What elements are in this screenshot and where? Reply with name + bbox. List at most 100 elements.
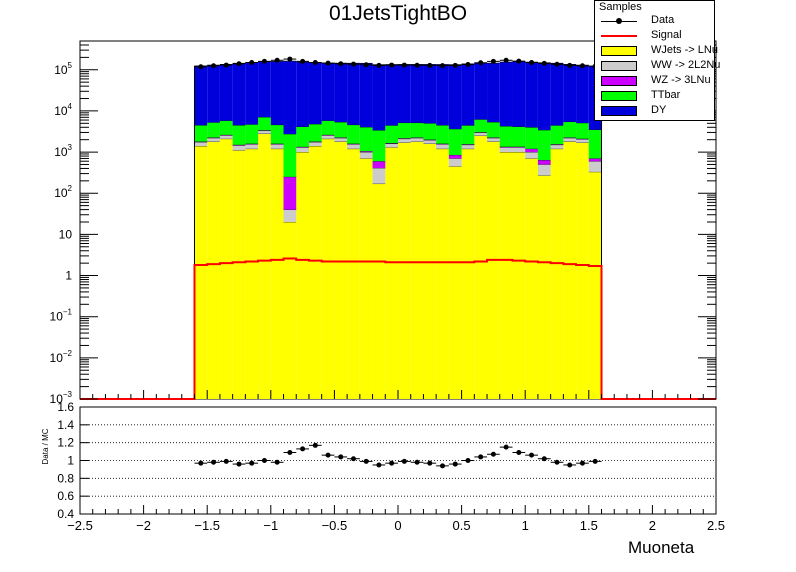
data-point-16 bbox=[401, 62, 407, 68]
bar-ww-2l2nu-9 bbox=[308, 142, 322, 147]
bar-wjets-lnu-8 bbox=[296, 152, 309, 399]
bar-dy-6 bbox=[270, 61, 284, 125]
data-point-4 bbox=[249, 60, 255, 66]
data-point-14 bbox=[376, 62, 382, 68]
x-tick-label-3: −1 bbox=[263, 518, 278, 533]
data-point-8 bbox=[300, 58, 306, 64]
bar-ttbar-11 bbox=[334, 122, 348, 138]
bar-ttbar-21 bbox=[461, 125, 475, 145]
bar-ww-2l2nu-26 bbox=[525, 152, 538, 159]
ratio-point-25 bbox=[516, 449, 522, 455]
x-tick-label-6: 0.5 bbox=[453, 518, 471, 533]
legend-label: TTbar bbox=[651, 89, 681, 101]
data-point-1 bbox=[211, 63, 217, 69]
bar-wjets-lnu-23 bbox=[487, 141, 500, 399]
ratio-y-label: Data / MC bbox=[41, 428, 50, 464]
ratio-point-0 bbox=[198, 460, 204, 466]
bar-wjets-lnu-31 bbox=[588, 171, 602, 399]
legend-entry-wz-3lnu: WZ -> 3LNu bbox=[597, 74, 714, 88]
legend-swatch bbox=[601, 91, 637, 101]
bar-ww-2l2nu-18 bbox=[423, 140, 437, 144]
x-axis-title: Muoneta bbox=[628, 538, 695, 557]
bar-ttbar-25 bbox=[512, 126, 526, 147]
bar-dy-20 bbox=[448, 64, 462, 129]
legend-swatch bbox=[601, 35, 637, 37]
bar-wjets-lnu-30 bbox=[576, 142, 589, 399]
ratio-point-5 bbox=[261, 458, 267, 463]
bar-ww-2l2nu-24 bbox=[499, 147, 513, 153]
bar-ww-2l2nu-27 bbox=[537, 164, 551, 176]
data-point-24 bbox=[503, 57, 509, 63]
data-point-11 bbox=[338, 61, 344, 67]
bar-dy-22 bbox=[474, 62, 488, 120]
bar-dy-2 bbox=[219, 64, 233, 121]
bar-ttbar-18 bbox=[423, 123, 437, 140]
bar-ww-2l2nu-12 bbox=[347, 144, 360, 149]
bar-dy-21 bbox=[461, 63, 475, 126]
bar-dy-10 bbox=[321, 63, 335, 121]
data-point-23 bbox=[490, 58, 496, 64]
bar-ww-2l2nu-6 bbox=[270, 144, 284, 149]
bar-dy-18 bbox=[423, 64, 437, 124]
y-tick-label-7: 10−2 bbox=[50, 349, 73, 365]
bar-ttbar-12 bbox=[347, 124, 360, 144]
bar-dy-9 bbox=[308, 62, 322, 125]
bar-wz-3lnu-3 bbox=[232, 144, 246, 146]
bar-wz-3lnu-7 bbox=[283, 176, 297, 210]
legend-label: WZ -> 3LNu bbox=[651, 74, 711, 86]
bar-ww-2l2nu-3 bbox=[232, 145, 246, 151]
data-point-30 bbox=[579, 63, 585, 69]
ratio-point-2 bbox=[223, 458, 229, 464]
bar-ww-2l2nu-13 bbox=[359, 152, 373, 159]
bar-wjets-lnu-10 bbox=[321, 138, 335, 399]
data-point-20 bbox=[452, 62, 458, 68]
bar-ww-2l2nu-21 bbox=[461, 144, 475, 149]
ratio-tick-label-1: 0.6 bbox=[57, 489, 74, 503]
bar-wjets-lnu-17 bbox=[410, 141, 424, 399]
bar-dy-23 bbox=[487, 63, 500, 123]
bar-ttbar-27 bbox=[537, 129, 551, 161]
bar-ttbar-29 bbox=[563, 121, 577, 138]
bar-dy-27 bbox=[537, 62, 551, 130]
data-point-5 bbox=[261, 58, 267, 64]
bar-ttbar-23 bbox=[487, 122, 500, 138]
bar-wjets-lnu-24 bbox=[499, 152, 513, 399]
legend-swatch bbox=[601, 61, 637, 71]
ratio-point-9 bbox=[312, 442, 318, 448]
bar-ttbar-4 bbox=[245, 124, 259, 144]
bar-wjets-lnu-15 bbox=[385, 147, 398, 399]
ratio-point-7 bbox=[287, 449, 293, 455]
bar-ww-2l2nu-5 bbox=[258, 130, 271, 134]
bar-ttbar-1 bbox=[207, 122, 220, 138]
data-point-25 bbox=[516, 58, 522, 64]
ratio-point-30 bbox=[579, 460, 585, 466]
bar-wjets-lnu-6 bbox=[270, 148, 284, 399]
ratio-point-29 bbox=[567, 462, 573, 468]
ratio-tick-label-5: 1.4 bbox=[57, 418, 74, 432]
legend-swatch bbox=[601, 46, 637, 56]
bar-wjets-lnu-26 bbox=[525, 158, 538, 399]
bar-dy-8 bbox=[296, 62, 309, 127]
legend-label: WJets -> LNu bbox=[651, 44, 718, 56]
y-tick-label-3: 102 bbox=[54, 184, 72, 200]
data-point-3 bbox=[236, 61, 242, 67]
bar-wz-3lnu-14 bbox=[372, 161, 386, 169]
ratio-point-26 bbox=[529, 452, 535, 458]
bar-dy-26 bbox=[525, 62, 538, 128]
ratio-tick-label-3: 1 bbox=[67, 454, 74, 468]
bar-dy-17 bbox=[410, 64, 424, 123]
bar-ttbar-6 bbox=[270, 124, 284, 144]
ratio-point-23 bbox=[490, 451, 496, 457]
ratio-point-22 bbox=[478, 454, 484, 460]
signal-line bbox=[80, 257, 716, 400]
ratio-point-13 bbox=[363, 458, 369, 464]
bar-ww-2l2nu-0 bbox=[194, 142, 208, 147]
ratio-point-28 bbox=[554, 459, 560, 465]
data-point-19 bbox=[440, 63, 446, 69]
data-point-27 bbox=[541, 60, 547, 66]
bar-dy-3 bbox=[232, 63, 246, 126]
bar-wjets-lnu-22 bbox=[474, 135, 488, 399]
bar-ttbar-20 bbox=[448, 128, 462, 155]
legend-title: Samples bbox=[599, 1, 642, 13]
x-tick-label-4: −0.5 bbox=[322, 518, 348, 533]
